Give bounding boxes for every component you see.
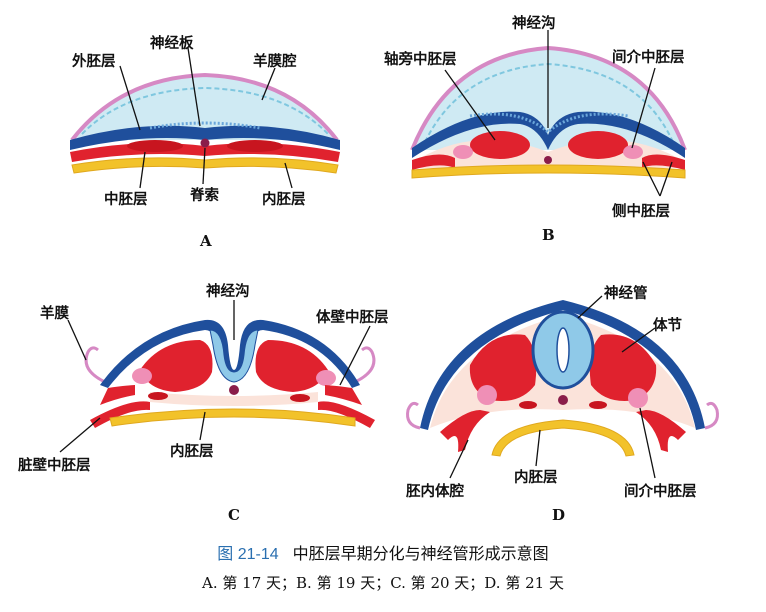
- label-intraembryonic-coelom: 胚内体腔: [406, 482, 464, 500]
- panel-c: 羊膜 神经沟 体壁中胚层 脏壁中胚层 内胚层 C: [18, 282, 389, 524]
- label-outer-germ: 外胚层: [72, 52, 116, 70]
- lateral-mesoderm: [412, 154, 685, 170]
- somite-left: [469, 334, 537, 401]
- label-intermediate-mesoderm: 间介中胚层: [612, 48, 685, 66]
- panel-b-leaders: [444, 30, 673, 197]
- label-neural-groove: 神经沟: [206, 282, 250, 300]
- paraxial-mesoderm-left: [470, 131, 530, 159]
- panel-c-leaders: [59, 300, 371, 453]
- neural-groove: [469, 112, 629, 134]
- intermediate-mesoderm-left: [453, 145, 473, 159]
- amnion-membrane: [406, 401, 421, 430]
- label-mesoderm: 中胚层: [104, 190, 148, 208]
- label-somite: 体节: [653, 316, 682, 334]
- label-neural-plate: 神经板: [150, 34, 194, 52]
- intermediate-mesoderm-right: [628, 388, 648, 408]
- label-visceral-mesoderm: 脏壁中胚层: [18, 456, 91, 474]
- blood-vessel-left: [148, 392, 168, 400]
- label-endoderm: 内胚层: [170, 442, 214, 460]
- blood-vessel-right: [589, 401, 607, 409]
- notochord: [544, 156, 552, 164]
- intermediate-mesoderm-left: [132, 368, 152, 384]
- endoderm-layer: [411, 164, 686, 179]
- mesoderm-right-mass: [227, 140, 283, 152]
- panel-a-leaders: [119, 47, 293, 189]
- somite-right: [589, 334, 657, 401]
- paraxial-mesoderm-right: [568, 131, 628, 159]
- notochord: [229, 385, 239, 395]
- ectoderm-layer: [100, 319, 360, 388]
- amnion-membrane: [84, 346, 106, 384]
- label-lateral-mesoderm: 侧中胚层: [612, 202, 670, 220]
- panel-d: 神经管 体节 胚内体腔 内胚层 间介中胚层 D: [406, 284, 719, 524]
- label-parietal-mesoderm: 体壁中胚层: [316, 308, 389, 326]
- intermediate-mesoderm-left: [477, 385, 497, 405]
- label-neural-groove: 神经沟: [512, 14, 556, 32]
- panel-b: 神经沟 轴旁中胚层 间介中胚层 侧中胚层 B: [384, 14, 687, 244]
- amnion-membrane-right: [354, 346, 376, 384]
- parietal-mesoderm-left: [100, 385, 135, 405]
- ectoderm-layer: [70, 125, 340, 150]
- label-endoderm: 内胚层: [514, 468, 558, 486]
- notochord: [558, 395, 568, 405]
- label-neural-tube: 神经管: [604, 284, 648, 302]
- ectoderm-layer: [420, 300, 705, 430]
- figure-subtitle: A. 第 17 天；B. 第 19 天；C. 第 20 天；D. 第 21 天: [202, 574, 564, 592]
- endoderm-layer: [71, 157, 339, 174]
- figure-caption: 图 21-14 中胚层早期分化与神经管形成示意图: [0, 540, 766, 564]
- neural-groove: [209, 329, 259, 383]
- endoderm-layer: [491, 419, 635, 457]
- intraembryonic-coelom-left: [440, 410, 490, 452]
- neural-tube-lumen: [556, 327, 570, 373]
- panel-c-tag: C: [228, 506, 240, 524]
- paraxial-mesoderm-right: [255, 340, 328, 392]
- panel-a: 外胚层 神经板 羊膜腔 中胚层 脊索 内胚层 A: [70, 34, 340, 250]
- panel-d-tag: D: [552, 506, 565, 524]
- panel-a-tag: A: [199, 232, 212, 250]
- intermediate-mesoderm-right: [623, 145, 643, 159]
- amnion-membrane-right: [704, 401, 719, 430]
- label-intermediate-mesoderm: 间介中胚层: [624, 482, 697, 500]
- notochord: [200, 138, 210, 148]
- panel-b-tag: B: [542, 226, 555, 244]
- intraembryonic-coelom-right: [636, 410, 686, 452]
- panel-d-leaders: [449, 295, 656, 479]
- parietal-mesoderm-right: [325, 385, 362, 405]
- label-endoderm: 内胚层: [262, 190, 306, 208]
- ectoderm-layer: [412, 111, 685, 158]
- label-paraxial-mesoderm: 轴旁中胚层: [384, 50, 457, 68]
- label-amnion: 羊膜: [40, 304, 69, 322]
- paraxial-mesoderm-left: [140, 340, 213, 392]
- blood-vessel-right: [290, 394, 310, 402]
- mesenchyme: [150, 392, 318, 406]
- endoderm-layer: [109, 408, 356, 427]
- intermediate-mesoderm-right: [316, 370, 336, 386]
- label-amniotic-cavity: 羊膜腔: [253, 52, 297, 70]
- figure-number: 图 21-14: [217, 546, 279, 563]
- mesoderm-left-mass: [127, 140, 183, 152]
- label-notochord: 脊索: [189, 186, 219, 204]
- blood-vessel-left: [519, 401, 537, 409]
- figure-title: 中胚层早期分化与神经管形成示意图: [292, 544, 549, 563]
